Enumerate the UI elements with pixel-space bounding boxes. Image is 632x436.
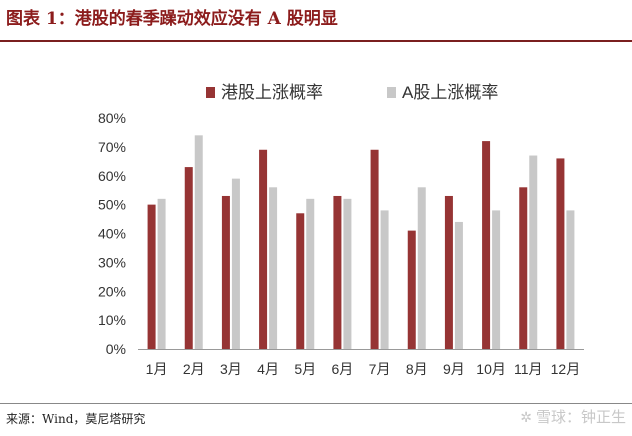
legend: 港股上涨概率 A股上涨概率 [206,83,498,102]
x-tick-label: 1月 [146,361,168,377]
a-bar-1 [157,198,166,349]
y-tick-label: 30% [98,254,126,270]
bar-chart: 港股上涨概率 A股上涨概率 0%10%20%30%40%50%60%70%80% … [98,83,584,377]
hk-bar-6 [333,195,342,349]
hk-bar-2 [184,167,193,349]
y-axis: 0% 10% 20% 30% 40% 50% 60% 70% 80% [98,110,126,357]
y-tick-label: 50% [98,197,126,213]
y-tick-label: 20% [98,283,126,299]
y-tick-label: 10% [98,312,126,328]
x-tick-label: 8月 [406,361,428,377]
x-tick-label: 11月 [514,361,543,377]
y-tick-label: 40% [98,226,126,242]
a-bar-9 [454,221,463,349]
legend-swatch-1 [206,87,215,98]
x-tick-label: 5月 [294,361,316,377]
watermark: ✲ 雪球：钟正生 [520,406,626,427]
y-tick-label: 80% [98,110,126,126]
legend-swatch-2 [387,87,396,98]
a-bar-10 [492,210,501,349]
hk-bar-9 [444,195,453,349]
a-bar-6 [343,198,352,349]
watermark-text: 雪球：钟正生 [535,408,626,426]
bars [147,135,575,349]
hk-bar-3 [221,195,230,349]
footer-rule [0,403,632,404]
x-tick-label: 7月 [369,361,391,377]
title-rule [0,40,632,42]
hk-bar-12 [556,158,565,349]
x-axis: 1月 2月 3月 4月 5月 6月 7月 8月 9月 10月 11月 12月 [138,349,584,377]
a-bar-4 [269,187,278,349]
a-bar-2 [194,135,203,349]
x-tick-label: 12月 [551,361,581,377]
a-bar-3 [231,178,240,349]
y-tick-label: 0% [106,341,126,357]
x-tick-label: 10月 [476,361,506,377]
hk-bar-1 [147,204,156,349]
hk-bar-4 [259,149,268,349]
a-bar-12 [566,210,575,349]
figure-title: 图表 1：港股的春季躁动效应没有 A 股明显 [6,9,338,29]
x-tick-label: 4月 [257,361,279,377]
hk-bar-7 [370,149,379,349]
hk-bar-8 [407,230,416,349]
legend-label-1: 港股上涨概率 [221,83,323,102]
hk-bar-10 [482,141,491,349]
hk-bar-5 [296,213,305,349]
y-tick-label: 60% [98,168,126,184]
a-bar-5 [306,198,315,349]
y-tick-label: 70% [98,139,126,155]
a-bar-8 [417,187,426,349]
x-tick-label: 6月 [332,361,354,377]
snowball-icon: ✲ [520,410,532,426]
a-bar-11 [529,155,538,349]
x-tick-label: 9月 [443,361,465,377]
x-tick-label: 3月 [220,361,242,377]
x-tick-label: 2月 [183,361,205,377]
legend-label-2: A股上涨概率 [402,83,498,102]
source-note: 来源：Wind，莫尼塔研究 [6,412,146,426]
hk-bar-11 [519,187,528,349]
a-bar-7 [380,210,389,349]
